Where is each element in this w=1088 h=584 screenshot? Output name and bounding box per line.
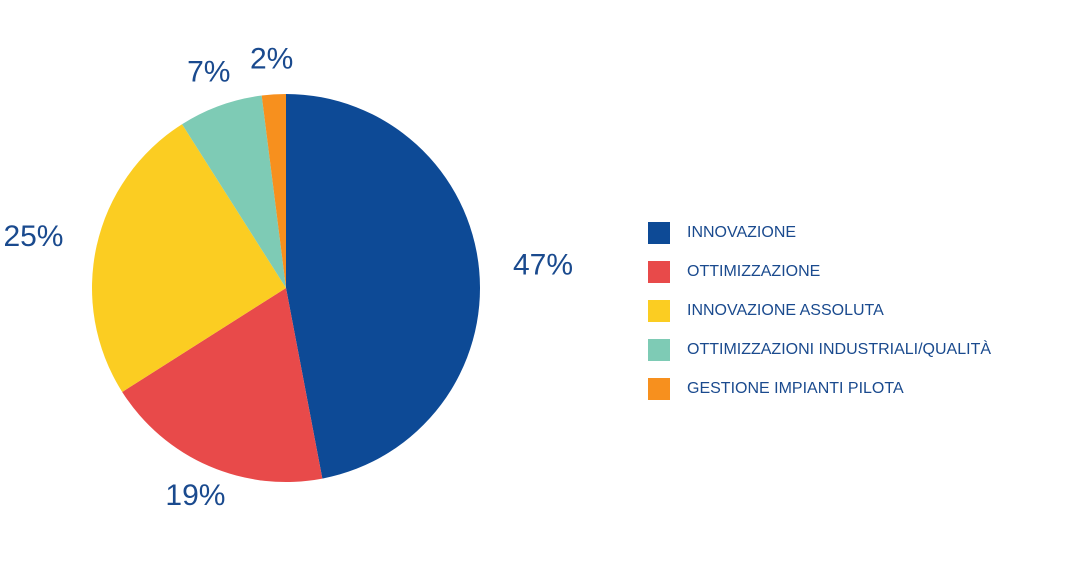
legend-swatch xyxy=(648,222,670,244)
pie-slice xyxy=(261,94,286,288)
value-label: 7% xyxy=(187,55,230,88)
value-label: 19% xyxy=(165,479,225,512)
pie-slice xyxy=(92,124,286,392)
value-label: 25% xyxy=(3,220,63,253)
pie-slice xyxy=(286,94,481,479)
legend-label: OTTIMIZZAZIONE xyxy=(687,263,820,280)
legend-swatch xyxy=(648,261,670,283)
legend-label: GESTIONE IMPIANTI PILOTA xyxy=(687,380,904,397)
legend-swatch xyxy=(648,300,670,322)
pie-slice xyxy=(182,95,286,288)
legend-swatch xyxy=(648,339,670,361)
value-label: 2% xyxy=(250,42,293,75)
legend-label: OTTIMIZZAZIONI INDUSTRIALI/QUALITÀ xyxy=(687,339,991,358)
pie-slice xyxy=(122,288,323,483)
legend-swatch xyxy=(648,378,670,400)
value-label: 47% xyxy=(513,248,573,281)
legend-label: INNOVAZIONE ASSOLUTA xyxy=(687,302,884,319)
legend-label: INNOVAZIONE xyxy=(687,224,796,241)
